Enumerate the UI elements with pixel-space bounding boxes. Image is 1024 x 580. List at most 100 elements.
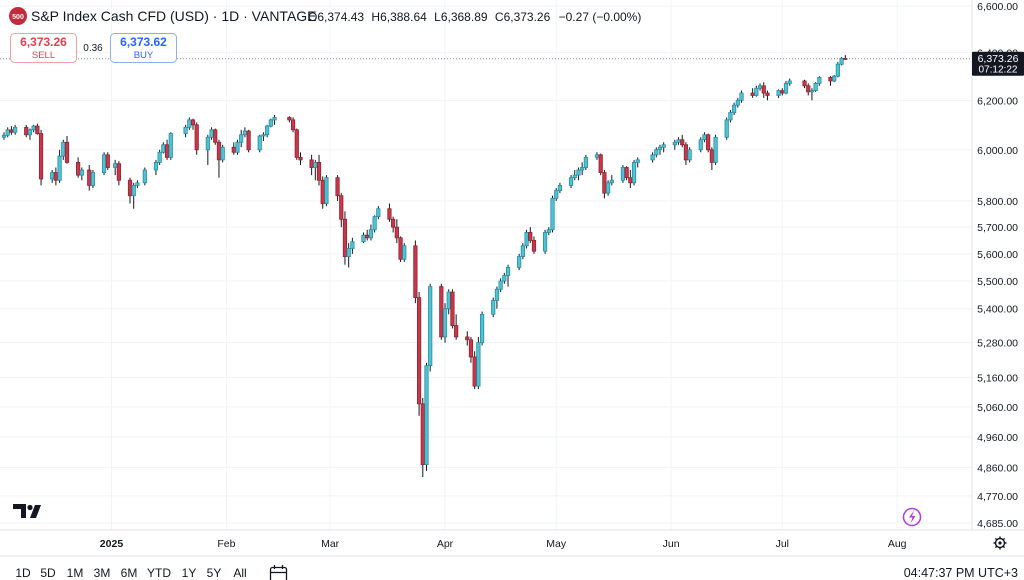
candle bbox=[813, 82, 818, 92]
tradingview-logo-icon[interactable] bbox=[13, 504, 41, 518]
last-price-tag: 6,373.26 07:12:22 bbox=[972, 51, 1024, 76]
candle-body bbox=[324, 177, 329, 204]
range-button-5d[interactable]: 5D bbox=[40, 566, 56, 580]
price-tick-label: 5,400.00 bbox=[977, 304, 1018, 316]
candle bbox=[728, 110, 733, 123]
candle bbox=[498, 278, 503, 293]
candle bbox=[391, 216, 396, 233]
candle bbox=[142, 167, 147, 186]
candle bbox=[76, 157, 81, 178]
candle bbox=[290, 117, 296, 133]
buy-button-frame[interactable] bbox=[110, 33, 177, 63]
candle bbox=[724, 117, 729, 140]
candle-body bbox=[290, 119, 296, 131]
clock[interactable]: 04:47:37 PM UTC+3 bbox=[904, 566, 1018, 580]
range-button-1y[interactable]: 1Y bbox=[182, 566, 197, 580]
candle bbox=[416, 292, 422, 416]
price-tick-label: 4,860.00 bbox=[977, 463, 1018, 475]
candle bbox=[517, 253, 522, 271]
sell-button-frame[interactable] bbox=[10, 33, 77, 63]
range-button-all[interactable]: All bbox=[233, 566, 246, 580]
candle-body bbox=[372, 216, 377, 231]
candle bbox=[79, 167, 84, 181]
candle-body bbox=[776, 90, 781, 96]
candle-body bbox=[239, 134, 244, 143]
candle-body bbox=[813, 82, 818, 92]
candle bbox=[372, 215, 377, 233]
candle-body bbox=[116, 163, 121, 181]
range-button-6m[interactable]: 6M bbox=[121, 566, 138, 580]
candle-body bbox=[609, 179, 614, 184]
candle-body bbox=[546, 229, 551, 233]
candle-body bbox=[754, 87, 759, 96]
candle bbox=[654, 147, 659, 158]
range-button-3m[interactable]: 3M bbox=[94, 566, 111, 580]
candle-body bbox=[709, 149, 714, 163]
candle-body bbox=[79, 169, 84, 176]
candle bbox=[502, 272, 507, 284]
candle-body bbox=[832, 75, 837, 82]
range-button-ytd[interactable]: YTD bbox=[147, 566, 171, 580]
candle-body bbox=[242, 130, 247, 136]
candle bbox=[131, 182, 136, 209]
candle-body bbox=[631, 162, 637, 184]
candle-body bbox=[765, 92, 770, 96]
candle-body bbox=[153, 162, 159, 171]
symbol-logo-text: 500 bbox=[12, 14, 24, 21]
candle-body bbox=[27, 129, 33, 136]
candle-body bbox=[135, 182, 140, 186]
candle bbox=[835, 61, 840, 78]
candle bbox=[239, 129, 244, 148]
candle-body bbox=[257, 135, 262, 151]
candle-body bbox=[168, 133, 173, 158]
candle bbox=[739, 90, 744, 103]
candle bbox=[454, 314, 459, 340]
price-tick-label: 5,060.00 bbox=[977, 402, 1018, 414]
candle bbox=[661, 142, 666, 153]
sell-button[interactable]: 6,373.26 SELL bbox=[10, 33, 77, 63]
lightning-icon[interactable] bbox=[902, 507, 922, 527]
candle bbox=[605, 180, 611, 196]
candle bbox=[698, 137, 703, 153]
candle bbox=[531, 236, 537, 254]
candle-body bbox=[557, 185, 563, 191]
candle bbox=[90, 170, 96, 188]
candle bbox=[524, 229, 529, 249]
candle bbox=[346, 243, 351, 268]
calendar-icon[interactable] bbox=[269, 565, 288, 580]
candle-body bbox=[231, 146, 236, 153]
candle-body bbox=[735, 99, 740, 106]
range-button-1m[interactable]: 1M bbox=[67, 566, 84, 580]
candle-body bbox=[5, 129, 10, 136]
candle-body bbox=[739, 92, 744, 101]
candle bbox=[732, 102, 737, 115]
time-axis[interactable]: 2025 Feb Mar Apr May Jun Jul Aug bbox=[100, 538, 907, 550]
range-selector: 1D 5D 1M 3M 6M YTD 1Y 5Y All bbox=[15, 566, 246, 580]
buy-button[interactable]: 6,373.62 BUY bbox=[110, 33, 177, 63]
candle bbox=[494, 286, 500, 309]
candle bbox=[387, 203, 392, 222]
candle-body bbox=[220, 146, 225, 161]
gear-icon[interactable] bbox=[993, 536, 1007, 550]
symbol-logo[interactable] bbox=[9, 7, 27, 25]
range-button-5y[interactable]: 5Y bbox=[207, 566, 222, 580]
candle bbox=[428, 283, 433, 372]
candle bbox=[27, 128, 33, 140]
price-tick-label: 4,960.00 bbox=[977, 432, 1018, 444]
range-button-1d[interactable]: 1D bbox=[15, 566, 31, 580]
candle-body bbox=[416, 297, 422, 405]
candle bbox=[520, 243, 525, 260]
candle bbox=[1, 132, 7, 140]
price-tick-label: 5,800.00 bbox=[977, 196, 1018, 208]
price-tick-label: 6,600.00 bbox=[977, 1, 1018, 13]
candle bbox=[631, 159, 637, 186]
candle-body bbox=[35, 125, 40, 134]
candle bbox=[765, 90, 770, 101]
price-axis[interactable]: 6,600.006,400.006,200.006,000.005,800.00… bbox=[977, 1, 1018, 530]
candle-body bbox=[450, 291, 455, 326]
candle bbox=[687, 147, 692, 163]
candle bbox=[265, 124, 270, 138]
symbol-title[interactable]: S&P Index Cash CFD (USD) · 1D · VANTAGE bbox=[31, 8, 317, 24]
candle-body bbox=[287, 117, 292, 121]
